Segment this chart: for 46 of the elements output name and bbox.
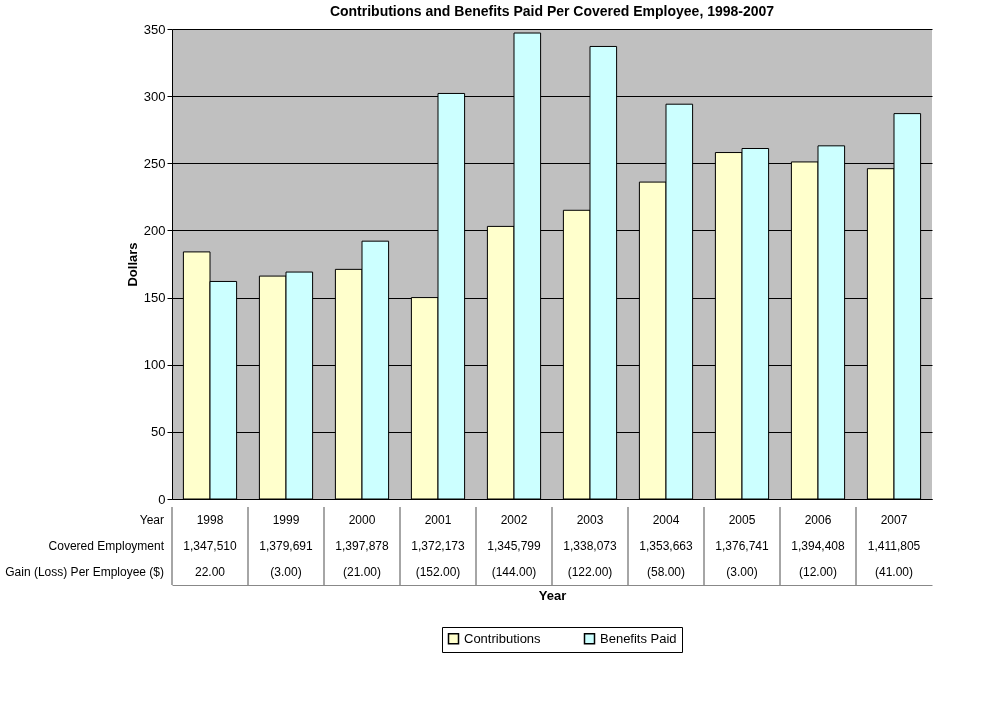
x-tick-label: 2006	[804, 513, 832, 527]
y-tick-label: 50	[151, 424, 166, 440]
text: (3.00)	[726, 565, 758, 579]
chart-title: Contributions and Benefits Paid Per Covered Employee, 1998-2007	[329, 3, 775, 19]
text: Year	[139, 513, 164, 527]
text: 1,394,408	[791, 539, 846, 553]
text: 1,379,691	[259, 539, 314, 553]
y-tick-label: 250	[143, 155, 166, 171]
y-tick-label: 0	[158, 491, 166, 507]
y-axis-title: Dollars	[124, 242, 140, 287]
text: 1,397,878	[335, 539, 390, 553]
text: (152.00)	[415, 565, 461, 579]
text: 1,411,805	[867, 539, 921, 553]
x-tick-label: 2002	[500, 513, 528, 527]
y-tick-label: 200	[143, 222, 166, 238]
text: (122.00)	[567, 565, 613, 579]
text: 1,353,663	[639, 539, 694, 553]
x-tick-label: 2007	[880, 513, 908, 527]
x-tick-label: 2001	[424, 513, 452, 527]
x-axis-title: Year	[538, 587, 567, 603]
legend-label: Contributions	[464, 630, 542, 646]
x-tick-label: 2000	[348, 513, 376, 527]
text: 22.00	[194, 565, 226, 579]
text: (12.00)	[798, 565, 838, 579]
text: (41.00)	[874, 565, 914, 579]
y-tick-label: 150	[143, 290, 166, 306]
text: (21.00)	[342, 565, 382, 579]
text: 1,338,073	[563, 539, 618, 553]
text: (3.00)	[270, 565, 302, 579]
y-tick-label: 100	[143, 357, 166, 373]
x-tick-label: 2004	[652, 513, 680, 527]
text: (144.00)	[491, 565, 537, 579]
y-tick-label: 300	[143, 88, 166, 104]
text: 1,376,741	[715, 539, 770, 553]
x-tick-label: 2003	[576, 513, 604, 527]
text: Covered Employment	[48, 539, 165, 553]
x-tick-label: 2005	[728, 513, 756, 527]
text: 1,372,173	[411, 539, 466, 553]
legend-label: Benefits Paid	[600, 630, 677, 646]
text: 1,345,799	[487, 539, 542, 553]
text: 1,347,510	[183, 539, 238, 553]
x-tick-label: 1999	[272, 513, 300, 527]
text: Gain (Loss) Per Employee ($)	[5, 565, 164, 579]
x-tick-label: 1998	[196, 513, 224, 527]
y-tick-label: 350	[143, 21, 166, 37]
text: (58.00)	[646, 565, 686, 579]
